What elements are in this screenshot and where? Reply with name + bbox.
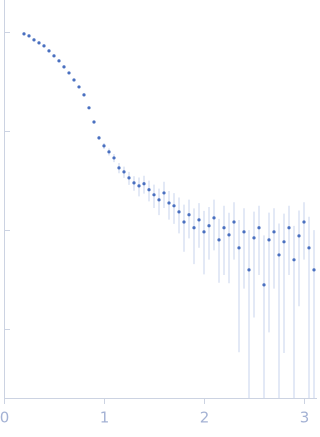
data-point [32, 38, 36, 42]
data-point [62, 65, 66, 69]
data-point [277, 253, 281, 257]
data-point [97, 136, 101, 140]
data-point [22, 32, 26, 36]
data-point [202, 230, 206, 234]
data-point [82, 93, 86, 97]
data-point [307, 246, 311, 250]
data-point [287, 226, 291, 230]
data-point [227, 233, 231, 237]
data-point [242, 230, 246, 234]
data-point [247, 268, 251, 272]
data-point [72, 78, 76, 82]
data-point [142, 182, 146, 186]
data-point [102, 144, 106, 148]
x-tick-label: 2 [200, 409, 210, 427]
data-point [157, 198, 161, 202]
data-point [262, 283, 266, 287]
data-point [112, 156, 116, 160]
data-point [197, 218, 201, 222]
data-point [207, 224, 211, 228]
x-tick-label: 3 [300, 409, 310, 427]
data-point [92, 120, 96, 124]
data-point [252, 236, 256, 240]
data-point [292, 258, 296, 262]
data-point [232, 220, 236, 224]
data-point [107, 150, 111, 154]
data-point [237, 246, 241, 250]
data-point [182, 220, 186, 224]
data-point [217, 238, 221, 242]
data-point [57, 59, 61, 63]
data-point [302, 220, 306, 224]
data-point [42, 44, 46, 48]
data-point [67, 71, 71, 75]
data-point [77, 85, 81, 89]
data-point [152, 193, 156, 197]
data-point [282, 240, 286, 244]
data-point [147, 188, 151, 192]
data-point [257, 226, 261, 230]
data-point [137, 184, 141, 188]
data-point [172, 204, 176, 208]
data-point [167, 201, 171, 205]
data-point [272, 230, 276, 234]
data-point [127, 176, 131, 180]
x-tick-label: 0 [0, 409, 9, 427]
data-point [267, 238, 271, 242]
data-point [212, 216, 216, 220]
data-point [162, 191, 166, 195]
data-point [222, 226, 226, 230]
data-point [47, 49, 51, 53]
data-point [27, 34, 31, 38]
data-point [312, 268, 316, 272]
data-point [192, 226, 196, 230]
data-point [87, 106, 91, 110]
data-point [122, 170, 126, 174]
x-tick-label: 1 [100, 409, 110, 427]
data-point [52, 54, 56, 58]
data-point [117, 166, 121, 170]
data-point [37, 41, 41, 45]
data-point [177, 210, 181, 214]
data-point [132, 181, 136, 185]
data-point [187, 213, 191, 217]
data-point [297, 234, 301, 238]
